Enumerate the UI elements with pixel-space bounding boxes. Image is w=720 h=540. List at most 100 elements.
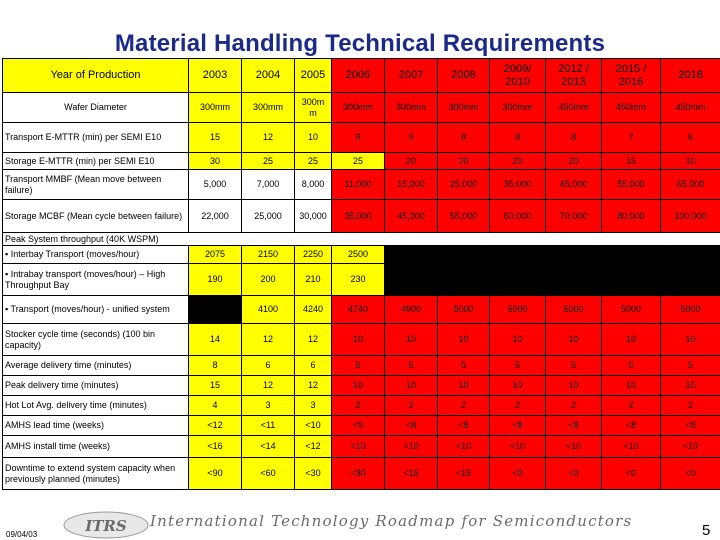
value-cell: 450mm	[545, 92, 602, 123]
value-cell: 300mm	[384, 92, 438, 123]
itrs-logo: ITRS	[63, 511, 149, 539]
slide-title: Material Handling Technical Requirements	[114, 30, 606, 57]
value-cell: 10	[660, 323, 720, 356]
value-cell	[601, 245, 661, 264]
year-header-cell: 2008	[437, 58, 490, 93]
value-cell: <14	[241, 435, 295, 458]
row-label: Hot Lot Avg. delivery time (minutes)	[2, 395, 189, 416]
value-cell	[660, 245, 720, 264]
value-cell: <10	[660, 435, 720, 458]
value-cell: 45,000	[384, 199, 438, 233]
value-cell: 3	[241, 395, 295, 416]
value-cell: 12	[294, 323, 332, 356]
header-label: Year of Production	[2, 58, 189, 93]
value-cell	[545, 263, 602, 296]
value-cell: 300mm	[241, 92, 295, 123]
value-cell: 8,000	[294, 169, 332, 200]
value-cell: 2500	[331, 245, 385, 264]
row-label: Storage MCBF (Mean cycle between failure…	[2, 199, 189, 233]
year-header-cell: 2004	[241, 58, 295, 93]
value-cell: <11	[241, 415, 295, 436]
value-cell: 15	[188, 375, 242, 396]
row-label: ▪ Transport (moves/hour) - unified syste…	[2, 295, 189, 324]
value-cell: 55,000	[437, 199, 490, 233]
value-cell: 22,000	[188, 199, 242, 233]
value-cell: <15	[437, 457, 490, 490]
table-row: ▪ Interbay Transport (moves/hour) 2075 215…	[2, 245, 720, 264]
value-cell: 5000	[437, 295, 490, 324]
footer-date: 09/04/03	[6, 530, 38, 539]
table-row: Peak System throughput (40K WSPM)	[2, 232, 720, 246]
value-cell	[545, 245, 602, 264]
value-cell: <0	[660, 457, 720, 490]
value-cell: 20	[545, 152, 602, 170]
value-cell: 10	[601, 375, 661, 396]
value-cell: 30,000	[294, 199, 332, 233]
table-row: Wafer Diameter 300mm 300mm 300m m 300mm 300mm…	[2, 92, 720, 123]
requirements-table: Year of Production 2003 2004 2005 2006 2007 20…	[2, 58, 720, 490]
value-cell: 2	[437, 395, 490, 416]
value-cell: 10	[331, 323, 385, 356]
table-row: ▪ Transport (moves/hour) - unified syste…	[2, 295, 720, 324]
table-row: AMHS install time (weeks) <16 <14 <12 <10 <10…	[2, 435, 720, 458]
value-cell: 20	[489, 152, 546, 170]
value-cell: 2	[545, 395, 602, 416]
value-cell: 12	[241, 323, 295, 356]
value-cell: <12	[294, 435, 332, 458]
value-cell: 10	[660, 375, 720, 396]
value-cell: 30	[188, 152, 242, 170]
table-row: Peak delivery time (minutes) 15 12 12 10 10 10…	[2, 375, 720, 396]
table-row: Hot Lot Avg. delivery time (minutes) 4 3 3 2…	[2, 395, 720, 416]
value-cell	[601, 263, 661, 296]
year-header-cell: 2007	[384, 58, 438, 93]
value-cell: 5	[545, 355, 602, 376]
value-cell: 5,000	[188, 169, 242, 200]
row-label: AMHS lead time (weeks)	[2, 415, 189, 436]
value-cell: 2250	[294, 245, 332, 264]
value-cell: 4	[188, 395, 242, 416]
value-cell: 300m m	[294, 92, 332, 123]
value-cell: 8	[545, 122, 602, 153]
row-label: ▪ Intrabay transport (moves/hour) – High…	[2, 263, 189, 296]
value-cell: 2	[660, 395, 720, 416]
row-label: Peak delivery time (minutes)	[2, 375, 189, 396]
value-cell: 2	[489, 395, 546, 416]
value-cell: 4900	[384, 295, 438, 324]
value-cell: 25	[331, 152, 385, 170]
value-cell: 6	[241, 355, 295, 376]
year-header-cell: 2012 / 2013	[545, 58, 602, 93]
value-cell: <10	[331, 435, 385, 458]
value-cell: 5	[331, 355, 385, 376]
value-cell: 14	[188, 323, 242, 356]
row-label: Transport E-MTTR (min) per SEMI E10	[2, 122, 189, 153]
value-cell	[437, 245, 490, 264]
footer-roadmap-text: International Technology Roadmap for Sem…	[150, 512, 633, 530]
value-cell: 300mm	[489, 92, 546, 123]
value-cell: 230	[331, 263, 385, 296]
value-cell	[384, 245, 438, 264]
value-cell: 5	[489, 355, 546, 376]
value-cell: 2	[601, 395, 661, 416]
year-header-cell: 2009/ 2010	[489, 58, 546, 93]
value-cell: 10	[545, 323, 602, 356]
value-cell: 7,000	[241, 169, 295, 200]
value-cell: 55,000	[601, 169, 661, 200]
page-number: 5	[702, 522, 711, 539]
value-cell: 10	[545, 375, 602, 396]
value-cell: 35,000	[489, 169, 546, 200]
row-label: ▪ Interbay Transport (moves/hour)	[2, 245, 189, 264]
value-cell: 450mm	[601, 92, 661, 123]
value-cell: 8	[437, 122, 490, 153]
value-cell: <8	[660, 415, 720, 436]
value-cell: 20	[437, 152, 490, 170]
value-cell: 2	[384, 395, 438, 416]
row-label: Transport MMBF (Mean move between failur…	[2, 169, 189, 200]
value-cell: 65,000	[660, 169, 720, 200]
value-cell: <8	[601, 415, 661, 436]
table-row: AMHS lead time (weeks) <12 <11 <10 <9 <8 <8 <8 <…	[2, 415, 720, 436]
value-cell: 35,000	[331, 199, 385, 233]
svg-text:ITRS: ITRS	[84, 517, 127, 535]
value-cell: 5000	[601, 295, 661, 324]
value-cell: 25,000	[241, 199, 295, 233]
value-cell: 7	[601, 122, 661, 153]
